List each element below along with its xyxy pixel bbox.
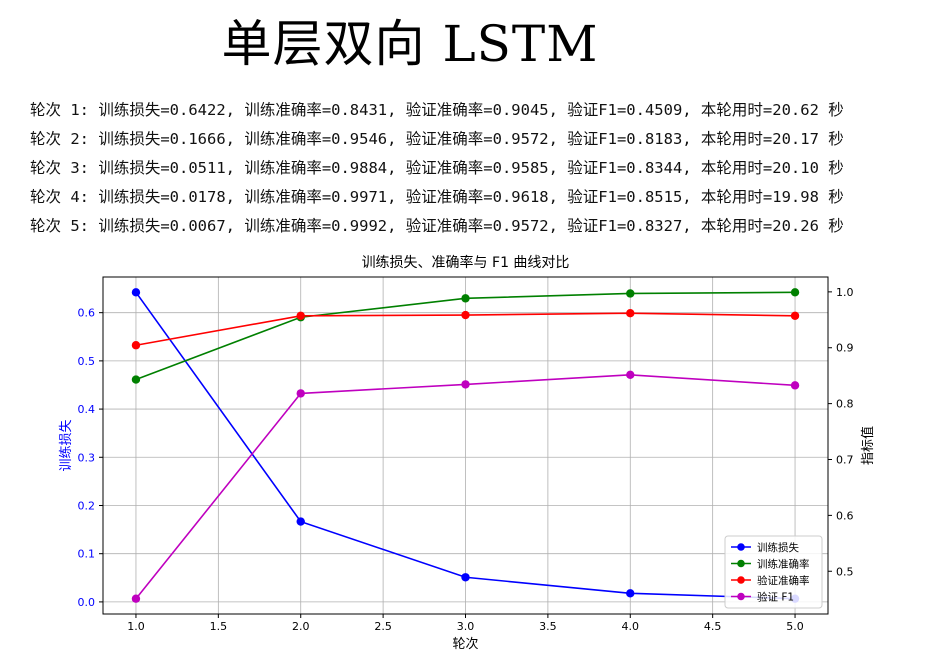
x-tick-label: 1.5 [210,620,228,633]
data-point [131,341,141,350]
legend-label: 验证 F1 [757,591,794,604]
log-line: 轮次 2: 训练损失=0.1666, 训练准确率=0.9546, 验证准确率=0… [30,130,844,148]
y-left-tick-label: 0.3 [78,451,96,464]
data-point [131,288,141,297]
log-line: 轮次 4: 训练损失=0.0178, 训练准确率=0.9971, 验证准确率=0… [30,188,844,206]
legend-label: 验证准确率 [757,574,810,587]
log-line: 轮次 5: 训练损失=0.0067, 训练准确率=0.9992, 验证准确率=0… [30,217,844,235]
data-point [626,309,635,318]
y-right-tick-label: 1.0 [836,286,854,299]
y-left-tick-label: 0.6 [78,307,96,320]
y-right-tick-label: 0.8 [836,398,854,411]
x-tick-label: 2.0 [292,620,310,633]
x-tick-label: 4.0 [622,620,640,633]
data-point [461,310,470,320]
x-tick-label: 5.0 [786,620,804,633]
data-point [626,289,635,298]
x-axis-label: 轮次 [452,636,478,652]
legend-swatch-marker [737,576,745,584]
data-point [626,370,635,380]
y-right-tick-label: 0.7 [836,453,854,466]
y-left-tick-label: 0.0 [78,596,96,609]
log-line: 轮次 1: 训练损失=0.6422, 训练准确率=0.8431, 验证准确率=0… [30,101,844,119]
training-log: 轮次 1: 训练损失=0.6422, 训练准确率=0.8431, 验证准确率=0… [30,96,844,241]
y-left-tick-label: 0.4 [78,403,96,416]
legend-label: 训练准确率 [757,558,810,571]
data-point [131,375,141,384]
y-right-tick-label: 0.5 [836,565,854,578]
data-point [790,288,800,297]
x-tick-label: 3.0 [457,620,475,633]
y-right-tick-label: 0.9 [836,342,854,355]
data-point [461,380,470,389]
data-point [296,389,305,398]
log-line: 轮次 3: 训练损失=0.0511, 训练准确率=0.9884, 验证准确率=0… [30,159,844,177]
data-point [131,594,141,603]
y-left-tick-label: 0.2 [78,499,96,512]
legend-swatch-marker [737,592,745,601]
chart-title: 训练损失、准确率与 F1 曲线对比 [362,254,570,271]
data-point [461,573,470,582]
y-left-tick-label: 0.5 [78,355,96,368]
metrics-chart: 训练损失、准确率与 F1 曲线对比 1.0 1.5 2.0 2.5 3.0 3.5 4.0 4.… [59,254,876,652]
data-point [626,589,635,598]
y-right-axis-label: 指标值 [860,426,876,465]
x-tick-label: 3.5 [539,620,557,633]
y-right-tick-label: 0.6 [836,509,854,522]
x-tick-label: 4.5 [704,620,722,633]
data-point [790,311,800,320]
data-point [296,517,305,526]
legend-box [724,535,823,609]
x-tick-label: 1.0 [127,620,145,633]
data-point [790,381,800,390]
data-point [461,294,470,303]
y-left-axis-label: 训练损失 [59,419,74,471]
legend-label: 训练损失 [757,541,799,554]
data-point [296,311,305,320]
legend-swatch-marker [737,543,745,551]
legend-swatch-marker [737,559,745,568]
y-left-tick-label: 0.1 [78,548,96,561]
page-title: 单层双向 LSTM [221,15,599,73]
x-tick-label: 2.5 [374,620,392,633]
